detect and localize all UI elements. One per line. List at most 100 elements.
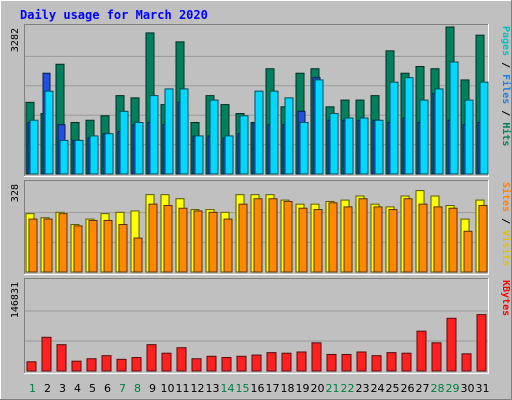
bar-sites-day-31 — [478, 205, 488, 273]
bar-sites-day-19 — [298, 207, 308, 273]
bar-pages-day-25 — [389, 81, 399, 175]
series-pages — [29, 61, 489, 175]
y-axis-max-label: 328 — [10, 184, 21, 202]
x-tick-label-day-28: 28 — [431, 382, 445, 395]
bar-kbytes-day-25 — [386, 352, 397, 372]
bar-kbytes-day-10 — [161, 352, 172, 372]
x-tick-label-day-4: 4 — [74, 382, 81, 395]
x-tick-label-day-5: 5 — [89, 382, 96, 395]
bar-sites-day-3 — [58, 213, 68, 273]
bar-sites-day-10 — [163, 205, 173, 273]
bar-kbytes-day-13 — [206, 355, 217, 372]
bar-sites-day-22 — [343, 206, 353, 273]
bar-sites-day-24 — [373, 206, 383, 273]
x-tick-label-day-15: 15 — [236, 382, 250, 395]
bar-pages-day-7 — [119, 110, 129, 175]
bar-pages-day-6 — [104, 133, 114, 175]
x-tick-label-day-7: 7 — [119, 382, 126, 395]
x-tick-label-day-9: 9 — [149, 382, 156, 395]
y-axis-label-part: Pages — [500, 26, 511, 56]
bar-pages-day-2 — [44, 90, 54, 175]
bar-sites-day-18 — [283, 200, 293, 273]
bar-pages-day-27 — [419, 99, 429, 175]
x-tick-label-day-29: 29 — [446, 382, 460, 395]
bar-kbytes-day-16 — [251, 354, 262, 372]
bar-kbytes-day-31 — [476, 314, 487, 372]
x-tick-label-day-2: 2 — [44, 382, 51, 395]
bar-kbytes-day-6 — [101, 355, 112, 372]
bar-kbytes-day-15 — [236, 355, 247, 372]
y-axis-label-part: KBytes — [500, 280, 511, 316]
bar-kbytes-day-29 — [446, 317, 457, 372]
bar-pages-day-14 — [224, 135, 234, 175]
x-tick-label-day-18: 18 — [281, 382, 295, 395]
bar-sites-day-29 — [448, 207, 458, 273]
bar-pages-day-9 — [149, 95, 159, 175]
bar-sites-day-26 — [403, 198, 413, 273]
bar-pages-day-22 — [344, 117, 354, 175]
bar-kbytes-day-2 — [41, 336, 52, 372]
x-tick-label-day-12: 12 — [191, 382, 205, 395]
y-axis-label-part: Sites — [500, 182, 512, 212]
bar-pages-day-18 — [284, 97, 294, 175]
y-axis-max-label: 146831 — [10, 282, 21, 318]
x-tick-label-day-13: 13 — [206, 382, 220, 395]
y-axis-label-part: Hits — [500, 122, 512, 146]
x-tick-label-day-3: 3 — [59, 382, 66, 395]
chart-title: Daily usage for March 2020 — [20, 8, 208, 22]
bar-kbytes-day-20 — [311, 342, 322, 372]
bar-pages-day-11 — [179, 88, 189, 175]
y-axis-label: Pages / Files / Hits — [500, 26, 512, 146]
bar-sites-day-28 — [433, 206, 443, 273]
bar-pages-day-1 — [29, 119, 39, 175]
bar-sites-day-27 — [418, 203, 428, 273]
bar-kbytes-day-12 — [191, 358, 202, 372]
bar-pages-day-3 — [59, 139, 69, 175]
x-tick-label-day-21: 21 — [326, 382, 340, 395]
bar-kbytes-day-23 — [356, 351, 367, 372]
bar-pages-day-13 — [209, 99, 219, 175]
bar-pages-day-5 — [89, 135, 99, 175]
panel-kbytes: 146831 KBytes — [10, 278, 511, 374]
bar-sites-day-12 — [193, 210, 203, 273]
x-tick-label-day-31: 31 — [476, 382, 490, 395]
x-tick-label-day-30: 30 — [461, 382, 475, 395]
bar-sites-day-14 — [223, 218, 233, 273]
bar-kbytes-day-8 — [131, 357, 142, 372]
bar-pages-day-24 — [374, 119, 384, 175]
bar-kbytes-day-22 — [341, 353, 352, 372]
bar-kbytes-day-21 — [326, 353, 337, 372]
bar-sites-day-2 — [43, 218, 53, 273]
bar-sites-day-30 — [463, 230, 473, 273]
x-tick-label-day-23: 23 — [356, 382, 370, 395]
bar-kbytes-day-3 — [56, 344, 67, 372]
bar-pages-day-15 — [239, 115, 249, 175]
bar-kbytes-day-9 — [146, 344, 157, 372]
x-tick-label-day-10: 10 — [161, 382, 175, 395]
x-tick-label-day-16: 16 — [251, 382, 265, 395]
bar-kbytes-day-1 — [26, 361, 37, 372]
x-tick-label-day-14: 14 — [221, 382, 235, 395]
bar-pages-day-12 — [194, 135, 204, 175]
x-tick-label-day-6: 6 — [104, 382, 111, 395]
bar-sites-day-15 — [238, 203, 248, 273]
bar-sites-day-5 — [88, 219, 98, 273]
bar-pages-day-29 — [449, 61, 459, 175]
x-tick-label-day-24: 24 — [371, 382, 385, 395]
y-axis-label-part: / — [500, 56, 511, 74]
x-tick-label-day-20: 20 — [311, 382, 325, 395]
bar-kbytes-day-27 — [416, 330, 427, 372]
bar-sites-day-6 — [103, 219, 113, 273]
series-kbytes — [26, 314, 487, 372]
bar-sites-day-13 — [208, 211, 218, 273]
y-axis-label: KBytes — [500, 280, 511, 316]
bar-pages-day-20 — [314, 79, 324, 175]
bar-pages-day-19 — [299, 121, 309, 175]
bar-pages-day-23 — [359, 117, 369, 175]
x-tick-label-day-27: 27 — [416, 382, 430, 395]
bar-kbytes-day-17 — [266, 352, 277, 372]
bar-sites-day-20 — [313, 209, 323, 273]
x-tick-label-day-17: 17 — [266, 382, 280, 395]
bar-pages-day-31 — [479, 81, 489, 175]
bar-sites-day-21 — [328, 202, 338, 273]
